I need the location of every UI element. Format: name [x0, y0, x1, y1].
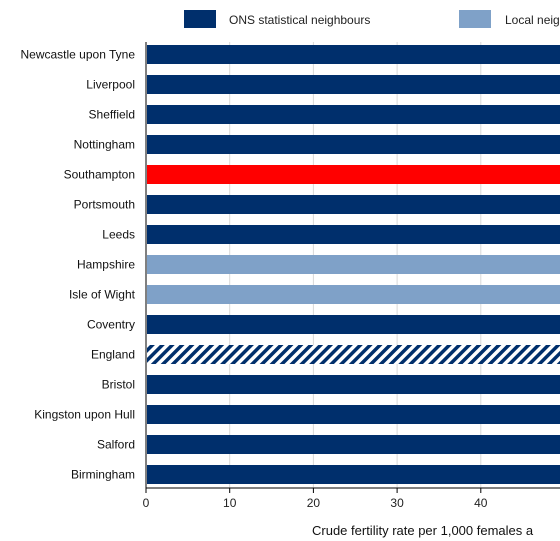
- bar-liverpool: [147, 75, 560, 94]
- legend-swatch-0: [184, 10, 216, 28]
- bar-southampton: [147, 165, 560, 184]
- category-label-nottingham: Nottingham: [74, 138, 135, 152]
- category-label-portsmouth: Portsmouth: [74, 198, 135, 212]
- category-label-salford: Salford: [97, 438, 135, 452]
- category-label-hampshire: Hampshire: [77, 258, 135, 272]
- x-axis-title: Crude fertility rate per 1,000 females a: [312, 523, 534, 538]
- x-tick-label-4: 40: [474, 496, 488, 510]
- bar-kingston-upon-hull: [147, 405, 560, 424]
- x-tick-label-2: 20: [307, 496, 321, 510]
- bar-salford: [147, 435, 560, 454]
- legend-label-0: ONS statistical neighbours: [229, 13, 370, 27]
- bars: [147, 45, 560, 484]
- bar-hampshire: [147, 255, 560, 274]
- category-label-southampton: Southampton: [64, 168, 135, 182]
- category-label-newcastle-upon-tyne: Newcastle upon Tyne: [20, 48, 135, 62]
- bar-nottingham: [147, 135, 560, 154]
- category-label-sheffield: Sheffield: [89, 108, 135, 122]
- bar-birmingham: [147, 465, 560, 484]
- bar-england: [147, 345, 560, 364]
- legend-swatch-1: [459, 10, 491, 28]
- x-tick-label-3: 30: [390, 496, 404, 510]
- bar-newcastle-upon-tyne: [147, 45, 560, 64]
- bar-portsmouth: [147, 195, 560, 214]
- x-axis: 0102030405: [143, 42, 560, 510]
- category-label-liverpool: Liverpool: [86, 78, 135, 92]
- category-label-isle-of-wight: Isle of Wight: [69, 288, 136, 302]
- category-label-england: England: [91, 348, 135, 362]
- bar-leeds: [147, 225, 560, 244]
- category-label-bristol: Bristol: [102, 378, 135, 392]
- bar-sheffield: [147, 105, 560, 124]
- category-label-birmingham: Birmingham: [71, 468, 135, 482]
- legend: ONS statistical neighbours Local neig: [184, 10, 560, 28]
- bar-isle-of-wight: [147, 285, 560, 304]
- x-tick-label-0: 0: [143, 496, 150, 510]
- category-label-leeds: Leeds: [102, 228, 135, 242]
- legend-label-1: Local neig: [505, 13, 560, 27]
- bar-coventry: [147, 315, 560, 334]
- category-labels: Newcastle upon Tyne Liverpool Sheffield Not…: [20, 48, 135, 482]
- x-tick-label-1: 10: [223, 496, 237, 510]
- category-label-kingston-upon-hull: Kingston upon Hull: [34, 408, 135, 422]
- category-label-coventry: Coventry: [87, 318, 135, 332]
- bar-bristol: [147, 375, 560, 394]
